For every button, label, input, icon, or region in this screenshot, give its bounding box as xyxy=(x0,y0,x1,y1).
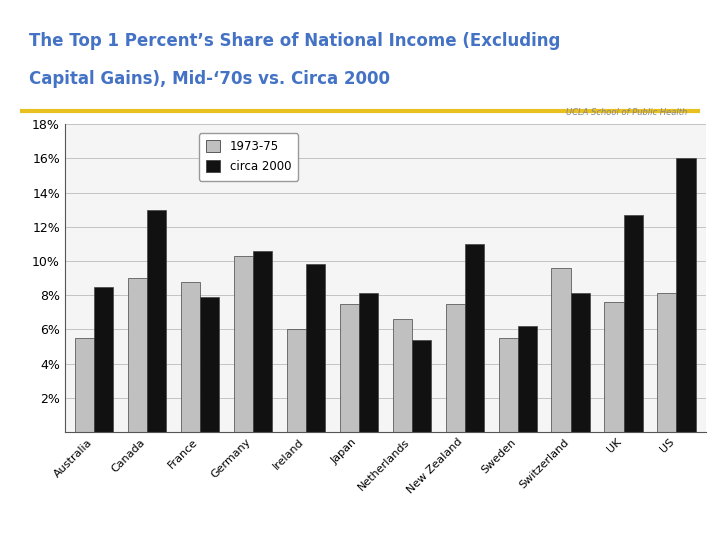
Bar xyxy=(287,329,306,432)
Bar xyxy=(253,251,272,432)
Bar xyxy=(234,256,253,432)
Bar xyxy=(657,294,677,432)
Bar xyxy=(412,340,431,432)
Bar xyxy=(75,338,94,432)
Bar xyxy=(677,158,696,432)
Bar xyxy=(552,268,570,432)
Bar xyxy=(340,303,359,432)
Bar xyxy=(94,287,113,432)
Bar xyxy=(605,302,624,432)
Bar xyxy=(464,244,484,432)
Bar xyxy=(147,210,166,432)
Legend: 1973-75, circa 2000: 1973-75, circa 2000 xyxy=(199,133,298,180)
Bar xyxy=(518,326,536,432)
Bar xyxy=(624,215,642,432)
Bar xyxy=(359,294,378,432)
Text: UCLA School of Public Health: UCLA School of Public Health xyxy=(566,108,687,117)
Bar xyxy=(200,297,219,432)
Bar xyxy=(392,319,412,432)
Bar xyxy=(446,303,464,432)
Bar xyxy=(570,294,590,432)
Bar xyxy=(128,278,147,432)
Bar xyxy=(181,281,200,432)
Bar xyxy=(498,338,518,432)
Bar xyxy=(306,265,325,432)
Text: Capital Gains), Mid-‘70s vs. Circa 2000: Capital Gains), Mid-‘70s vs. Circa 2000 xyxy=(29,70,390,88)
Text: The Top 1 Percent’s Share of National Income (Excluding: The Top 1 Percent’s Share of National In… xyxy=(29,32,560,50)
